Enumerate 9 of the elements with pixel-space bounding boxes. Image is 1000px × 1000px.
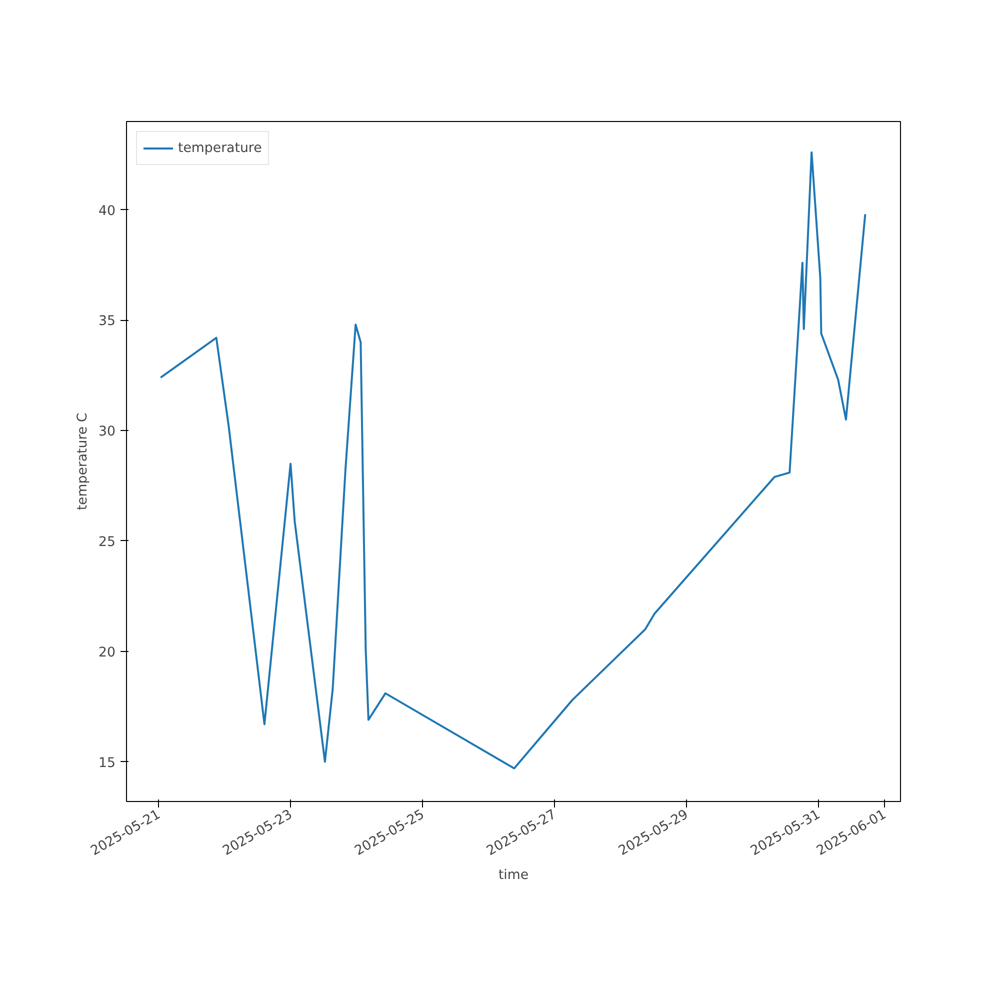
legend-label: temperature	[178, 140, 262, 156]
y-tick-label: 20	[98, 645, 116, 660]
y-tick-label: 35	[98, 314, 116, 330]
y-tick-label: 30	[98, 424, 116, 440]
y-axis-title: temperature C	[76, 412, 91, 510]
x-axis-title: time	[498, 868, 529, 883]
y-tick-label: 15	[98, 756, 116, 771]
y-tick-label: 40	[98, 204, 116, 219]
y-tick-label: 25	[98, 534, 116, 550]
